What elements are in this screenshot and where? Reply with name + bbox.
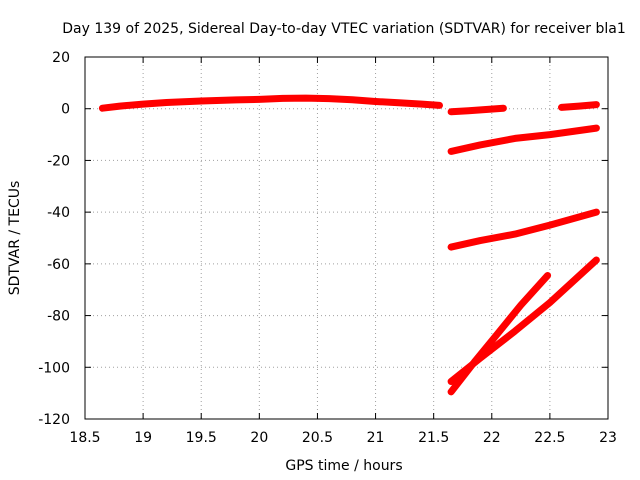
y-tick-label: -100 — [38, 360, 70, 376]
y-tick-label: -60 — [47, 257, 70, 273]
y-tick-label: 0 — [61, 102, 70, 118]
y-tick-labels: 20 0 -20 -40 -60 -80 -100 -120 — [38, 50, 70, 428]
x-axis-label: GPS time / hours — [285, 458, 402, 474]
series-arc-1 — [98, 94, 443, 112]
x-tick-label: 22 — [483, 430, 501, 446]
x-tick-label: 19.5 — [186, 430, 217, 446]
y-tick-label: 20 — [52, 50, 70, 66]
series-arc-2 — [447, 104, 507, 116]
series-arc-5 — [447, 208, 600, 251]
y-tick-label: -120 — [38, 412, 70, 428]
y-tick-label: -20 — [47, 153, 70, 169]
x-tick-label: 18.5 — [69, 430, 100, 446]
x-tick-label: 20.5 — [302, 430, 333, 446]
series-arc-6 — [447, 272, 552, 396]
series-arc-4 — [447, 124, 600, 155]
x-tick-label: 22.5 — [534, 430, 565, 446]
y-tick-label: -40 — [47, 205, 70, 221]
y-axis-label: SDTVAR / TECUs — [7, 181, 23, 296]
x-tick-labels: 18.5 19 19.5 20 20.5 21 21.5 22 22.5 23 — [69, 430, 617, 446]
x-tick-label: 19 — [134, 430, 152, 446]
x-tick-label: 20 — [250, 430, 268, 446]
ticks — [84, 56, 609, 420]
grid — [85, 57, 608, 419]
x-tick-label: 21.5 — [418, 430, 449, 446]
series-arc-7 — [447, 256, 600, 385]
y-tick-label: -80 — [47, 309, 70, 325]
x-tick-label: 21 — [367, 430, 385, 446]
x-tick-label: 23 — [599, 430, 617, 446]
series-arc-3 — [558, 101, 600, 111]
plot-frame — [84, 56, 609, 420]
chart-title: Day 139 of 2025, Sidereal Day-to-day VTE… — [62, 21, 625, 37]
series-group — [98, 94, 600, 396]
